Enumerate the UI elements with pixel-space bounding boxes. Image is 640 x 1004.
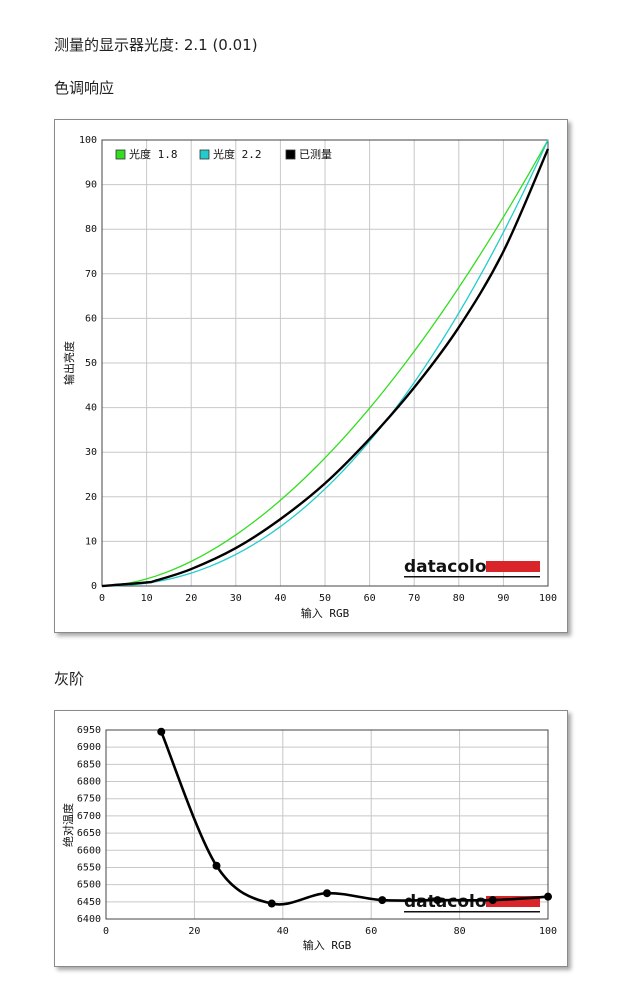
x-tick-label: 70 xyxy=(408,593,420,604)
x-tick-label: 60 xyxy=(364,593,376,604)
data-point-marker xyxy=(157,727,166,736)
y-tick-label: 6600 xyxy=(77,845,101,856)
y-axis-label: 绝对温度 xyxy=(61,803,75,847)
y-tick-label: 20 xyxy=(85,492,97,503)
datacolor-logo-underline xyxy=(404,576,540,578)
grayscale-chart-panel: 0 20 40 60 80 100 6400 6450 6500 6550 6600 6650 6700… xyxy=(54,710,568,967)
tone-response-chart: 0 10 20 30 40 50 60 70 80 90 100 0 10 20 30 40 50 60 70 80 9… xyxy=(62,135,557,620)
x-tick-label: 0 xyxy=(103,926,109,937)
y-axis-label: 输出亮度 xyxy=(62,341,76,385)
x-tick-label: 10 xyxy=(141,593,153,604)
series-line-measured xyxy=(160,731,549,906)
x-tick-label: 100 xyxy=(539,926,557,937)
data-point-marker xyxy=(323,889,331,898)
series-line-gamma-0 xyxy=(101,139,549,587)
legend-label: 光度 1.8 xyxy=(129,147,178,161)
y-tick-label: 70 xyxy=(85,269,97,280)
data-point-marker xyxy=(378,896,387,905)
y-tick-label: 60 xyxy=(85,313,97,324)
legend-swatch xyxy=(285,149,296,160)
plot-frame xyxy=(105,729,549,920)
y-tick-label: 30 xyxy=(85,447,97,458)
legend-swatch xyxy=(115,149,126,160)
x-tick-label: 40 xyxy=(274,593,286,604)
series-line-gamma-1 xyxy=(101,139,549,587)
y-tick-label: 80 xyxy=(85,224,97,235)
tone-response-chart-panel: 0 10 20 30 40 50 60 70 80 90 100 0 10 20 30 40 50 60 70 80 9… xyxy=(54,119,568,633)
legend-swatch xyxy=(199,149,210,160)
series-line-measured xyxy=(101,148,550,588)
data-point-marker xyxy=(212,861,221,870)
data-point-marker xyxy=(267,899,276,908)
y-tick-label: 6550 xyxy=(77,862,101,873)
y-tick-label: 6850 xyxy=(77,759,101,770)
x-axis-label: 输入 RGB xyxy=(303,938,352,952)
x-tick-label: 20 xyxy=(185,593,197,604)
x-axis-label: 输入 RGB xyxy=(301,606,350,620)
y-tick-label: 6450 xyxy=(77,897,101,908)
y-tick-label: 6700 xyxy=(77,811,101,822)
y-tick-label: 6400 xyxy=(77,914,101,925)
x-tick-label: 60 xyxy=(365,926,377,937)
data-point-marker xyxy=(433,896,442,905)
grayscale-chart: 0 20 40 60 80 100 6400 6450 6500 6550 6600 6650 6700… xyxy=(61,725,557,952)
x-tick-label: 20 xyxy=(188,926,200,937)
y-tick-label: 6800 xyxy=(77,777,101,788)
x-tick-label: 100 xyxy=(539,593,557,604)
x-tick-label: 80 xyxy=(453,593,465,604)
datacolor-logo-bar xyxy=(486,561,540,572)
x-tick-label: 0 xyxy=(99,593,105,604)
y-tick-label: 6900 xyxy=(77,742,101,753)
y-tick-label: 6750 xyxy=(77,794,101,805)
y-tick-label: 40 xyxy=(85,403,97,414)
y-tick-label: 90 xyxy=(85,180,97,191)
tone-response-heading: 色调响应 xyxy=(54,79,115,97)
datacolor-logo-text: datacolor xyxy=(404,557,496,577)
legend-label: 光度 2.2 xyxy=(213,147,262,161)
data-point-marker xyxy=(488,896,497,905)
datacolor-logo-text: datacolor xyxy=(404,892,496,912)
x-tick-label: 30 xyxy=(230,593,242,604)
plot-frame xyxy=(101,139,549,587)
y-tick-label: 50 xyxy=(85,358,97,369)
datacolor-logo-underline xyxy=(404,911,540,913)
x-tick-label: 50 xyxy=(319,593,331,604)
x-tick-label: 40 xyxy=(277,926,289,937)
y-tick-label: 6500 xyxy=(77,880,101,891)
data-point-marker xyxy=(544,892,552,901)
datacolor-logo-bar xyxy=(486,896,540,907)
y-tick-label: 100 xyxy=(79,135,97,146)
grayscale-heading: 灰阶 xyxy=(54,670,85,688)
x-tick-label: 80 xyxy=(454,926,466,937)
y-tick-label: 6950 xyxy=(77,725,101,736)
y-tick-label: 10 xyxy=(85,536,97,547)
measured-gamma-text: 测量的显示器光度: 2.1 (0.01) xyxy=(54,36,258,54)
x-tick-label: 90 xyxy=(497,593,509,604)
y-tick-label: 0 xyxy=(91,581,97,592)
legend-label: 已测量 xyxy=(299,148,332,161)
y-tick-label: 6650 xyxy=(77,828,101,839)
